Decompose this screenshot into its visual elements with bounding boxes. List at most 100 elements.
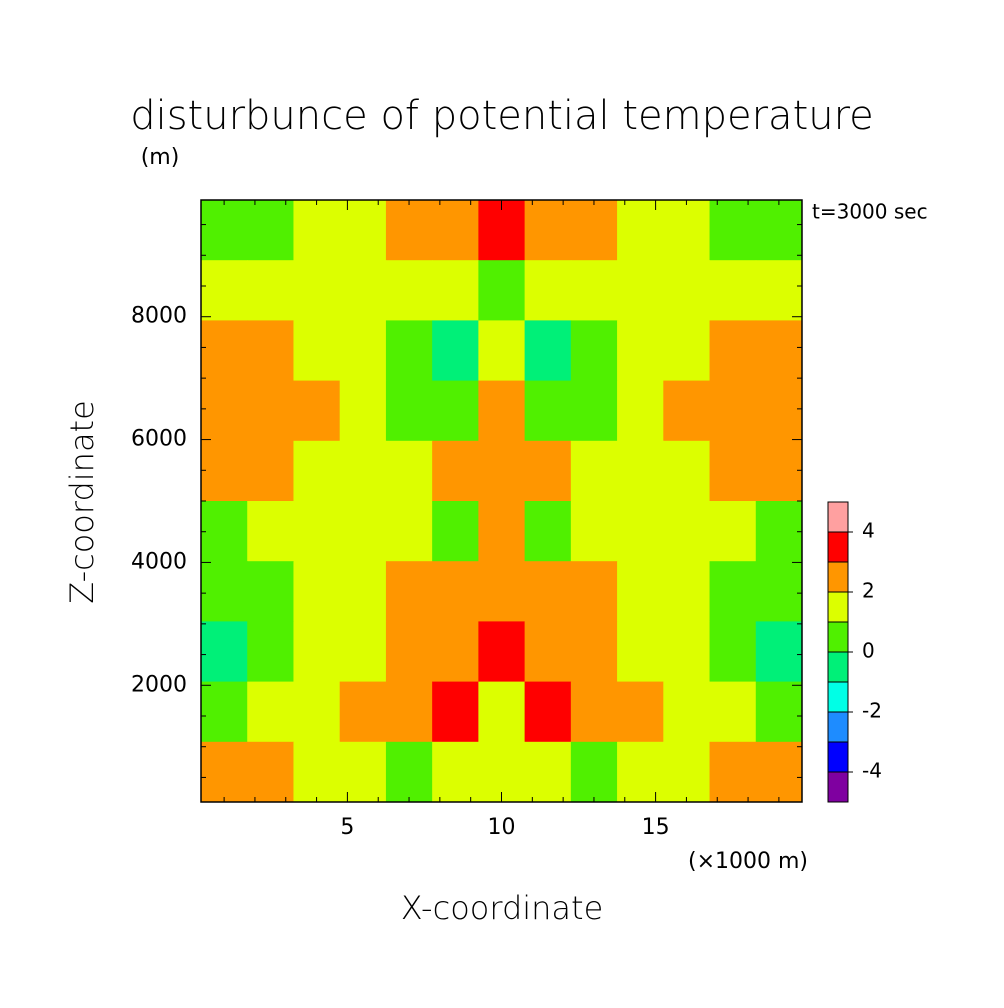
contour-cell [524,501,572,562]
contour-cell [524,320,572,382]
contour-cell [478,501,526,562]
contour-cell [293,741,341,803]
contour-cell [755,621,803,683]
contour-cell [709,681,757,743]
contour-cell [524,200,572,261]
contour-cell [385,501,433,562]
time-annotation: t=3000 sec [812,200,928,224]
contour-cell [385,561,433,622]
y-axis-label: Z-coordinate [63,400,101,604]
contour-cell [755,501,803,562]
contour-cell [478,260,526,321]
contour-cell [247,440,294,502]
contour-cell [709,501,757,562]
y-tick-label: 8000 [131,304,187,329]
contour-cell [617,200,664,261]
contour-cell [755,380,803,442]
contour-cell [385,260,433,321]
colorbar-swatch [827,531,849,563]
contour-cell [755,741,803,803]
contour-cell [385,320,433,382]
contour-cell [755,200,803,261]
contour-cell [524,561,572,622]
contour-cell [385,440,433,502]
contour-cell [432,260,479,321]
contour-cell [663,561,711,622]
contour-cell [755,260,803,321]
contour-cell [385,741,433,803]
contour-cell [755,561,803,622]
contour-cell [201,260,248,321]
colorbar-swatch [827,651,849,683]
contour-cell [247,681,294,743]
contour-cell [339,320,387,382]
contour-cell [201,621,248,683]
colorbar-swatch [827,501,849,533]
y-unit-label: (m) [141,145,180,170]
contour-cell [478,681,526,743]
contour-cell [432,501,479,562]
contour-cell [385,621,433,683]
contour-cell [339,621,387,683]
contour-cell [432,320,479,382]
contour-cell [709,200,757,261]
contour-cell [709,260,757,321]
contour-cell [247,320,294,382]
contour-cell [617,621,664,683]
contour-cell [385,380,433,442]
contour-cell [663,380,711,442]
contour-cell [617,501,664,562]
contour-cell [755,440,803,502]
contour-cell [293,561,341,622]
contour-cell [617,681,664,743]
y-tick-label: 6000 [131,427,187,452]
x-tick-label: 10 [488,815,516,840]
contour-cell [478,200,526,261]
contour-cell [570,260,618,321]
contour-cell [570,320,618,382]
contour-cell [663,501,711,562]
contour-cell [247,741,294,803]
contour-cell [432,681,479,743]
contour-cell [385,200,433,261]
contour-cell [201,741,248,803]
contour-cell [478,320,526,382]
chart-title: disturbunce of potential temperature [130,93,874,139]
colorbar-tick-label: 4 [862,519,875,543]
contour-cell [570,440,618,502]
colorbar-swatch [827,621,849,653]
contour-cell [709,320,757,382]
contour-cell [293,200,341,261]
contour-cell [617,440,664,502]
contour-cell [617,561,664,622]
contour-cell [570,380,618,442]
contour-cell [524,440,572,502]
contour-cell [709,380,757,442]
contour-cell [524,681,572,743]
contour-cell [201,501,248,562]
colorbar-swatch [827,681,849,713]
contour-cell [432,200,479,261]
contour-cell [617,741,664,803]
x-axis-label: X-coordinate [401,889,604,927]
contour-cell [293,501,341,562]
contour-cell [293,621,341,683]
contour-cell [432,621,479,683]
y-tick-label: 4000 [131,549,187,574]
contour-cell [201,200,248,261]
contour-cell [663,440,711,502]
contour-cell [570,681,618,743]
contour-cell [755,681,803,743]
contour-cell [663,200,711,261]
colorbar-swatch [827,711,849,743]
contour-cell [663,260,711,321]
contour-cell [432,440,479,502]
contour-cell [339,561,387,622]
contour-cell [524,380,572,442]
contour-cell [339,380,387,442]
contour-cell [201,380,248,442]
contour-cell [663,320,711,382]
contour-cell [339,501,387,562]
x-unit-label: (×1000 m) [688,849,808,874]
